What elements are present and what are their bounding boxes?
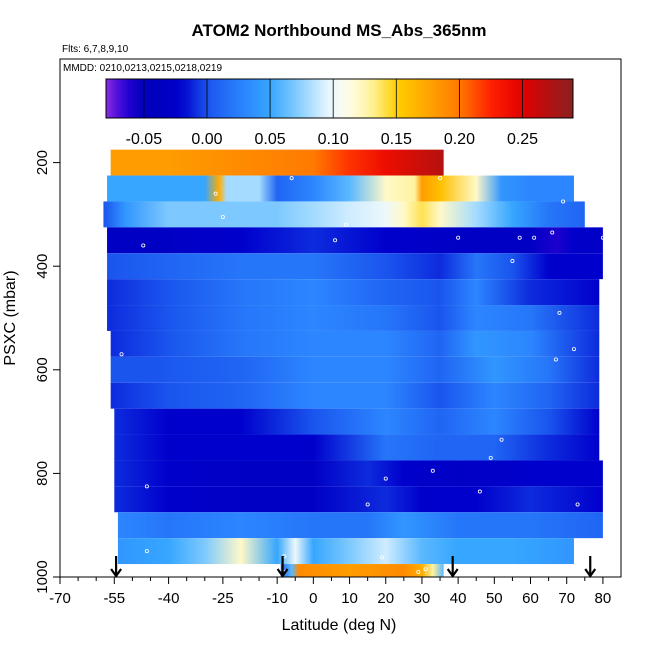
- profile-arrow-head-0: [110, 568, 122, 578]
- sample-points: [105, 176, 605, 574]
- sample-point-9: [456, 235, 461, 240]
- sample-point-14: [510, 259, 515, 264]
- heatmap-layer-15: [117, 538, 574, 565]
- sample-point-8: [141, 243, 146, 248]
- sample-point-13: [600, 235, 605, 240]
- profile-arrow-head-3: [584, 568, 597, 578]
- dates-label: MMDD: 0210,0213,0215,0218,0219: [63, 63, 222, 74]
- y-axis-label: PSXC (mbar): [2, 270, 19, 365]
- sample-point-18: [119, 352, 124, 357]
- x-tick-label-13: 80: [595, 590, 612, 607]
- colorbar-tick-label-5: 0.20: [444, 131, 475, 148]
- sample-point-31: [416, 569, 421, 574]
- y-tick-label-4: 1000: [34, 560, 51, 593]
- heatmap-layer-12: [114, 460, 603, 487]
- x-tick-label-7: 20: [377, 590, 394, 607]
- profile-arrow-2: [446, 556, 459, 578]
- x-tick-label-1: -55: [103, 590, 125, 607]
- heatmap-layer-13: [114, 486, 603, 513]
- sample-point-24: [477, 489, 482, 494]
- x-tick-label-11: 60: [522, 590, 539, 607]
- sample-point-26: [575, 502, 580, 507]
- heatmap-layer-7: [110, 330, 600, 357]
- colorbar-tick-label-0: -0.05: [126, 131, 163, 148]
- profile-arrow-head-2: [446, 568, 459, 578]
- y-tick-label-0: 200: [34, 150, 51, 175]
- y-tick-label-1: 400: [34, 254, 51, 279]
- sample-point-19: [499, 437, 504, 442]
- x-tick-label-9: 40: [450, 590, 467, 607]
- sample-point-32: [423, 567, 428, 572]
- sample-point-11: [532, 235, 537, 240]
- sample-point-20: [488, 455, 493, 460]
- sample-point-4: [438, 176, 443, 181]
- chart-title: ATOM2 Northbound MS_Abs_365nm: [191, 21, 486, 40]
- x-tick-label-2: -40: [158, 590, 180, 607]
- plot-frame: [59, 58, 622, 578]
- sample-point-6: [575, 191, 580, 196]
- colorbar: -0.05 0.00 0.05 0.10 0.15 0.20 0.25: [105, 78, 574, 148]
- profile-arrow-0: [110, 556, 122, 578]
- heatmap-layer-11: [114, 434, 600, 461]
- heatmap-layer-10: [114, 408, 600, 435]
- heatmap-layer-0: [110, 149, 444, 176]
- heatmap-layer-2: [103, 201, 585, 228]
- profile-arrow-1: [276, 556, 289, 578]
- x-tick-label-12: 70: [558, 590, 575, 607]
- heatmap-layer-8: [110, 356, 600, 383]
- sample-point-15: [557, 310, 562, 315]
- sample-point-12: [550, 230, 555, 235]
- y-tick-label-2: 600: [34, 357, 51, 382]
- sample-point-22: [383, 476, 388, 481]
- profile-markers: [110, 556, 597, 578]
- colorbar-tick-label-6: 0.25: [507, 131, 538, 148]
- heatmap-layer-14: [117, 512, 603, 539]
- sample-point-27: [105, 549, 110, 554]
- sample-point-16: [571, 347, 576, 352]
- heatmap-layer-5: [107, 279, 600, 306]
- heatmap-layer-4: [107, 253, 603, 280]
- colorbar-tick-label-3: 0.10: [318, 131, 349, 148]
- sample-point-3: [343, 222, 348, 227]
- sample-point-23: [144, 484, 149, 489]
- x-tick-label-5: 0: [309, 590, 317, 607]
- x-tick-label-3: -25: [212, 590, 234, 607]
- x-tick-label-0: -70: [49, 590, 71, 607]
- sample-point-5: [561, 199, 566, 204]
- profile-arrow-head-1: [276, 568, 289, 578]
- sample-point-21: [430, 468, 435, 473]
- colorbar-tick-label-1: 0.00: [191, 131, 222, 148]
- heatmap-layers: [103, 149, 603, 577]
- sample-point-1: [289, 176, 294, 181]
- heatmap-layer-16: [280, 564, 444, 577]
- x-tick-label-8: 30: [414, 590, 431, 607]
- heatmap-layer-1: [107, 175, 574, 202]
- sample-point-30: [380, 555, 385, 560]
- axes: -70 -55 -40 -25 -10 0 10 20 30 40 50 60 70 80 200 400 60…: [34, 150, 611, 607]
- colorbar-tick-label-2: 0.05: [255, 131, 286, 148]
- heatmap-layer-3: [107, 227, 603, 254]
- flights-label: Flts: 6,7,8,9,10: [62, 44, 129, 55]
- heatmap-layer-9: [110, 382, 600, 409]
- sample-point-7: [333, 238, 338, 243]
- sample-point-28: [144, 549, 149, 554]
- profile-arrow-3: [584, 556, 597, 578]
- heatmap-layer-6: [107, 305, 600, 331]
- sample-point-25: [365, 502, 370, 507]
- x-tick-label-6: 10: [341, 590, 358, 607]
- y-tick-label-3: 800: [34, 461, 51, 486]
- x-tick-label-4: -10: [266, 590, 288, 607]
- sample-point-10: [517, 235, 522, 240]
- x-axis-label: Latitude (deg N): [282, 617, 397, 634]
- sample-point-2: [220, 214, 225, 219]
- sample-point-0: [213, 191, 218, 196]
- x-tick-label-10: 50: [486, 590, 503, 607]
- colorbar-gradient: [105, 78, 574, 119]
- sample-point-17: [553, 357, 558, 362]
- colorbar-tick-label-4: 0.15: [381, 131, 412, 148]
